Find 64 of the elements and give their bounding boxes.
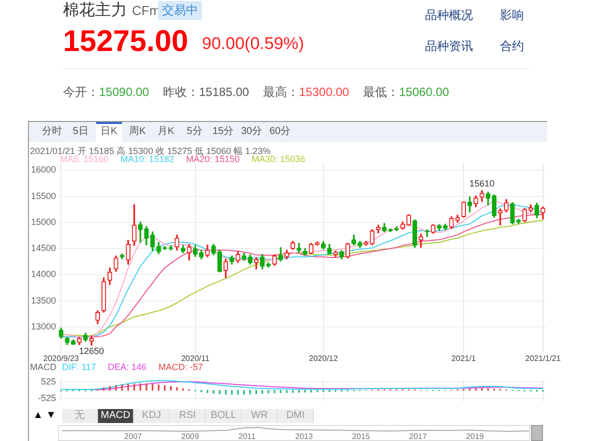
text: RSI <box>170 409 206 423</box>
text: 30分 <box>240 125 264 139</box>
text: DMI <box>278 409 314 423</box>
annotation: 15610 <box>469 178 494 189</box>
text: 昨收： <box>163 85 199 99</box>
x-tick-label: 2013 <box>295 432 314 441</box>
text: 最低： <box>363 85 399 99</box>
text: 日K <box>96 122 122 142</box>
text: 品种资讯 <box>425 39 473 53</box>
text: 15090.00 <box>99 85 150 99</box>
series-label: DEA: 146 <box>108 362 146 372</box>
text: 15300.00 <box>299 85 350 99</box>
x-tick-label: 2020/11 <box>181 354 210 364</box>
text: 15分 <box>211 125 235 139</box>
text: 15060.00 <box>399 85 450 99</box>
text: 15275.00 <box>63 25 188 58</box>
text: 90.00(0.59%) <box>202 34 304 53</box>
text: 月K <box>156 125 176 139</box>
text: 合约 <box>500 39 524 53</box>
text: 周K <box>128 125 147 139</box>
x-tick-label: 2020/9/23 <box>43 354 80 364</box>
text: MACD <box>98 409 134 423</box>
text: 影响 <box>500 8 524 22</box>
series-label: DIF: 117 <box>62 362 96 372</box>
text: BOLL <box>206 409 242 423</box>
x-tick-label: 2019 <box>466 432 484 441</box>
text: WR <box>242 409 278 423</box>
text: 最高： <box>263 85 299 99</box>
series-label: MACD: -57 <box>158 362 203 372</box>
y-tick-label: 13000 <box>30 321 56 332</box>
text: 无 <box>62 409 98 423</box>
text: MA10: 15182 <box>120 154 174 164</box>
x-tick-label: 2021/1/21 <box>525 354 562 364</box>
x-tick-label: 2009 <box>181 432 200 441</box>
y-tick-label: 14500 <box>30 243 56 254</box>
x-tick-label: 2015 <box>352 432 370 441</box>
text: 棉花主力 <box>63 2 127 19</box>
text: 15185.00 <box>199 85 250 99</box>
text: MA5: 15160 <box>60 154 109 164</box>
y-tick-label: 525 <box>40 376 56 387</box>
y-tick-label: 13500 <box>30 295 56 306</box>
y-tick-label: 15500 <box>30 190 56 201</box>
text: MACD <box>30 362 56 372</box>
text: MA30: 15036 <box>252 154 306 164</box>
y-tick-label: 16000 <box>30 164 56 175</box>
text: 2021/01/21 开 15185 高 15300 收 15275 低 15060 幅 1.23% <box>30 145 271 156</box>
text: 今开： <box>63 85 99 99</box>
y-tick-label: 14000 <box>30 269 56 280</box>
text: 品种概况 <box>425 8 473 22</box>
x-tick-label: 2017 <box>409 432 428 441</box>
x-tick-label: 2021/1 <box>451 354 476 364</box>
text: 5分 <box>186 125 204 139</box>
y-tick-label: -525 <box>38 393 56 404</box>
y-tick-label: 15000 <box>30 216 56 227</box>
x-tick-label: 2020/12 <box>308 354 338 364</box>
text: 分时 <box>41 124 63 139</box>
text: 交易中 <box>162 3 198 17</box>
x-tick-label: 2007 <box>124 432 143 441</box>
annotation: 12650 <box>79 346 104 356</box>
text: KDJ <box>134 409 170 423</box>
text: MA20: 15150 <box>186 154 240 164</box>
x-tick-label: 2011 <box>238 432 256 441</box>
text: 5日 <box>72 125 90 139</box>
text: 60分 <box>268 125 292 139</box>
